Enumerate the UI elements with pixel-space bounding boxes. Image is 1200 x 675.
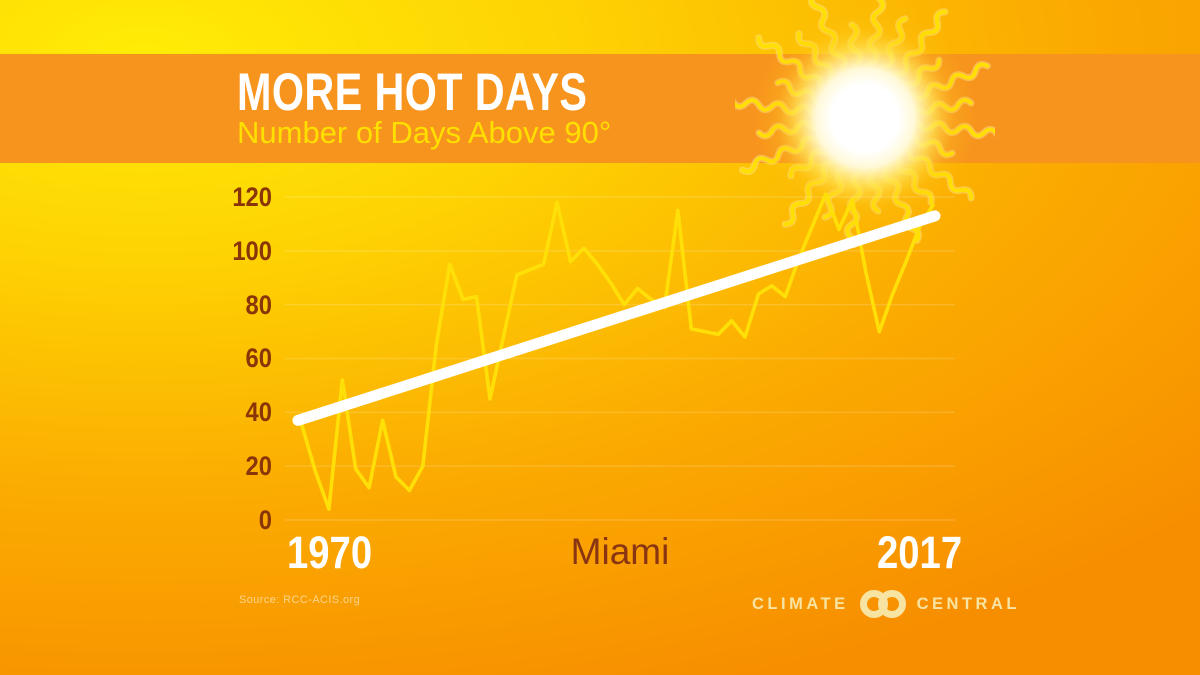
source-attribution: Source: RCC-ACIS.org <box>239 594 361 606</box>
climate-central-logo: CLIMATE CENTRAL <box>752 587 1020 621</box>
y-tick-label: 40 <box>245 397 272 428</box>
header-band: MORE HOT DAYS Number of Days Above 90° <box>0 54 1200 163</box>
logo-word-central: CENTRAL <box>916 594 1020 613</box>
y-tick-label: 80 <box>245 289 272 320</box>
page-subtitle: Number of Days Above 90° <box>237 115 612 150</box>
sun-icon <box>735 0 995 248</box>
y-tick-label: 120 <box>232 181 272 212</box>
x-axis-start-year: 1970 <box>287 527 373 578</box>
page-title: MORE HOT DAYS <box>237 63 588 122</box>
y-tick-label: 0 <box>258 505 272 535</box>
grid-lines <box>285 196 955 521</box>
y-tick-label: 100 <box>232 235 272 266</box>
location-label: Miami <box>570 531 670 572</box>
logo-word-climate: CLIMATE <box>752 594 849 613</box>
sun-core <box>753 6 977 230</box>
trend-line <box>292 210 941 426</box>
x-axis-end-year: 2017 <box>877 527 963 578</box>
y-tick-label: 60 <box>245 343 272 374</box>
data-line-series <box>300 192 935 512</box>
climate-central-rings-icon <box>859 590 906 618</box>
y-tick-label: 20 <box>245 451 272 482</box>
